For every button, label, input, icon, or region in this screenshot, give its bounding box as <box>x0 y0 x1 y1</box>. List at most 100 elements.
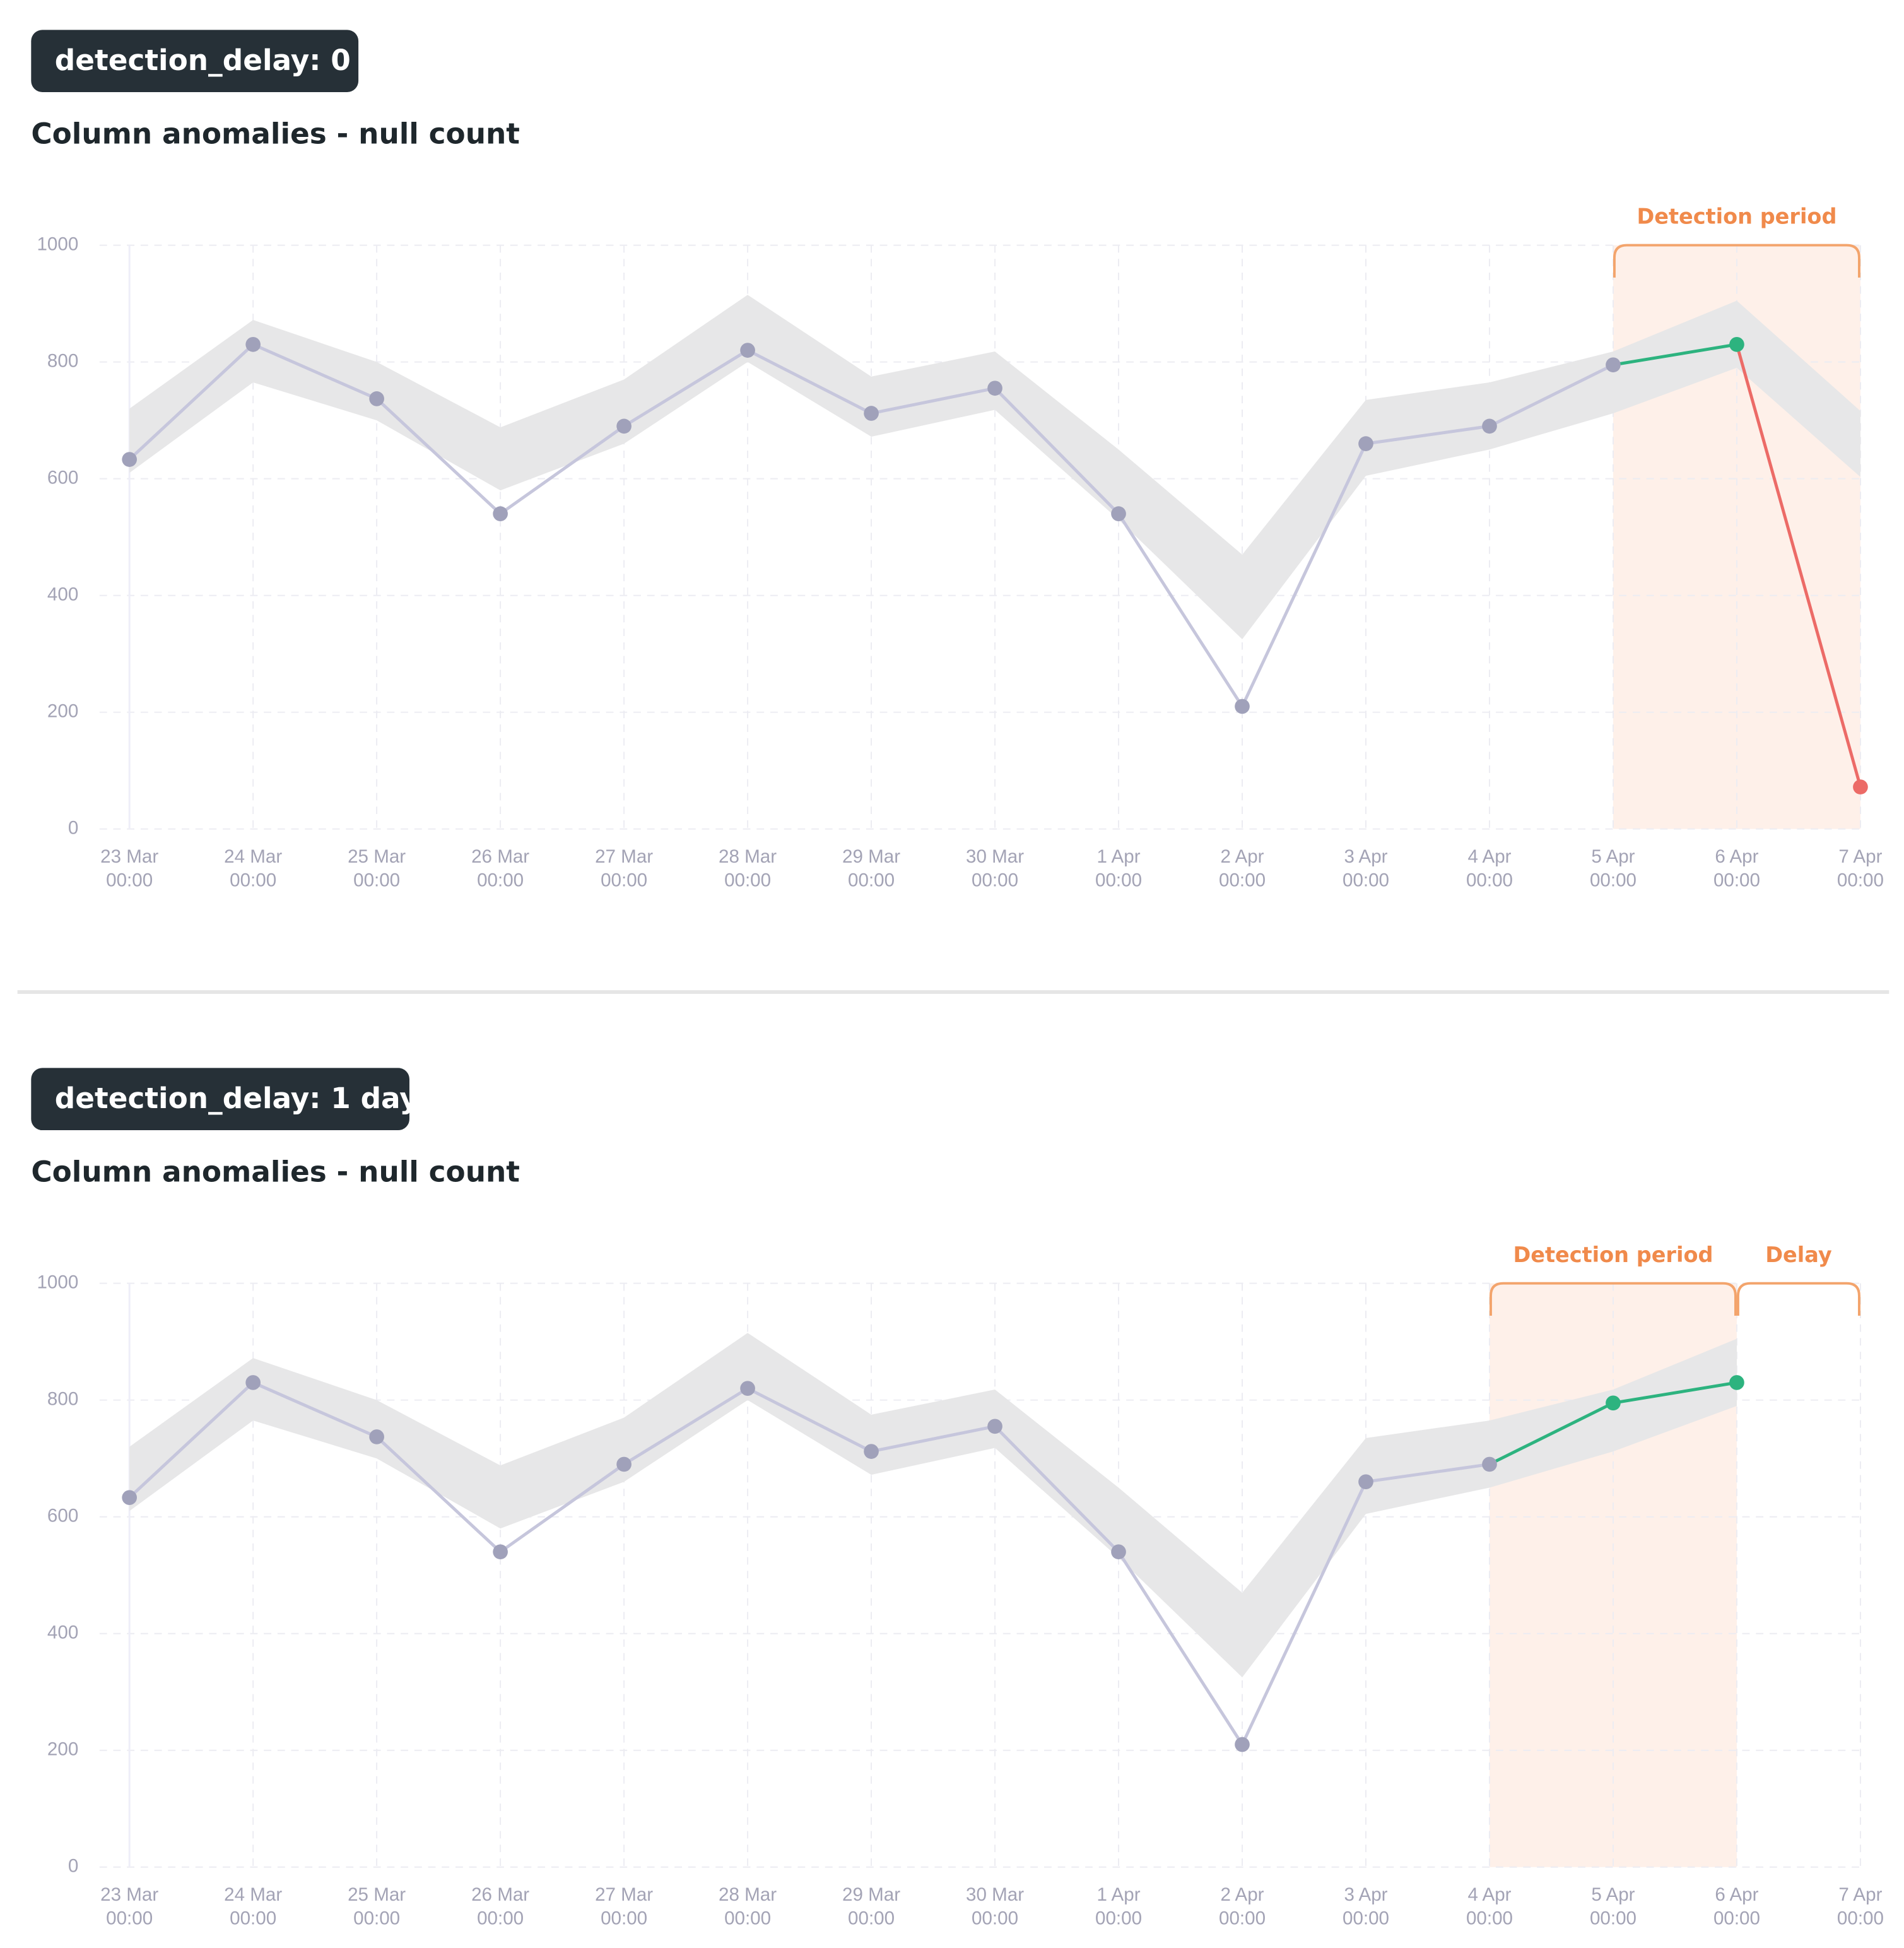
x-tick-date: 27 Mar <box>595 1884 653 1905</box>
data-point <box>1358 436 1373 451</box>
x-tick-label: 26 Mar 00:00 <box>471 846 529 890</box>
y-tick-label: 0 <box>68 818 78 839</box>
line-segment <box>1735 344 1862 788</box>
data-point <box>1729 1375 1744 1390</box>
period-label: Delay <box>1765 1243 1832 1267</box>
x-tick-time: 00:00 <box>1219 1908 1266 1928</box>
x-tick-label: 28 Mar 00:00 <box>719 846 777 890</box>
x-tick-time: 00:00 <box>1466 1908 1513 1928</box>
line-segment <box>375 398 502 515</box>
data-point <box>369 391 384 406</box>
line-segment <box>1117 512 1244 707</box>
line-segment <box>1613 343 1737 367</box>
x-tick-time: 00:00 <box>601 870 647 890</box>
x-tick-time: 00:00 <box>477 1908 524 1928</box>
line-segment <box>1240 443 1368 707</box>
data-point <box>122 1490 137 1506</box>
data-point <box>1111 506 1126 521</box>
x-tick-date: 7 Apr <box>1838 846 1882 867</box>
line-segment <box>1117 1550 1244 1745</box>
x-tick-label: 6 Apr 00:00 <box>1713 846 1760 890</box>
x-tick-date: 7 Apr <box>1838 1884 1882 1905</box>
x-tick-date: 29 Mar <box>842 846 900 867</box>
x-tick-date: 2 Apr <box>1220 846 1264 867</box>
badge <box>31 30 359 92</box>
x-tick-date: 5 Apr <box>1591 846 1635 867</box>
badge-text: detection_delay: 0 <box>55 44 351 77</box>
x-tick-time: 00:00 <box>848 870 895 890</box>
x-tick-time: 00:00 <box>106 1908 153 1928</box>
data-point <box>1235 1737 1250 1752</box>
x-tick-label: 27 Mar 00:00 <box>595 846 653 890</box>
x-tick-time: 00:00 <box>848 1908 895 1928</box>
x-tick-date: 30 Mar <box>966 846 1024 867</box>
x-tick-time: 00:00 <box>1343 870 1389 890</box>
x-tick-date: 6 Apr <box>1715 1884 1758 1905</box>
data-point <box>1853 779 1868 794</box>
data-point <box>245 337 261 352</box>
x-tick-time: 00:00 <box>477 870 524 890</box>
line-segment <box>1365 424 1490 446</box>
x-tick-time: 00:00 <box>1219 870 1266 890</box>
x-tick-date: 5 Apr <box>1591 1884 1635 1905</box>
x-tick-time: 00:00 <box>106 870 153 890</box>
data-point <box>616 418 632 434</box>
x-tick-time: 00:00 <box>1713 1908 1760 1928</box>
data-point <box>1482 1456 1497 1472</box>
data-point <box>740 1381 755 1396</box>
x-tick-label: 6 Apr 00:00 <box>1713 1884 1760 1928</box>
line-segment <box>623 349 749 428</box>
x-tick-time: 00:00 <box>1095 870 1142 890</box>
x-tick-time: 00:00 <box>353 870 400 890</box>
period-label: Detection period <box>1513 1243 1713 1267</box>
x-tick-time: 00:00 <box>230 1908 276 1928</box>
x-tick-time: 00:00 <box>1590 1908 1637 1928</box>
x-tick-label: 1 Apr 00:00 <box>1095 846 1142 890</box>
x-tick-time: 00:00 <box>1713 870 1760 890</box>
line-segment <box>252 1381 378 1439</box>
y-tick-label: 1000 <box>37 1272 78 1292</box>
line-segment <box>499 425 625 516</box>
x-tick-label: 25 Mar 00:00 <box>348 846 406 890</box>
x-tick-date: 30 Mar <box>966 1884 1024 1905</box>
x-tick-date: 28 Mar <box>719 1884 777 1905</box>
x-tick-time: 00:00 <box>1095 1908 1142 1928</box>
x-tick-label: 26 Mar 00:00 <box>471 1884 529 1928</box>
x-tick-date: 4 Apr <box>1467 846 1511 867</box>
data-point <box>1482 418 1497 434</box>
y-tick-label: 200 <box>47 1739 78 1760</box>
line-segment <box>1365 1463 1490 1484</box>
line-segment <box>128 343 254 461</box>
period-bracket <box>1736 1282 1860 1316</box>
data-point <box>864 406 879 421</box>
line-segment <box>871 1424 996 1453</box>
x-tick-label: 7 Apr 00:00 <box>1837 846 1884 890</box>
x-tick-date: 4 Apr <box>1467 1884 1511 1905</box>
x-tick-date: 24 Mar <box>224 1884 282 1905</box>
x-tick-time: 00:00 <box>972 1908 1018 1928</box>
data-point <box>987 1419 1002 1434</box>
x-tick-date: 6 Apr <box>1715 846 1758 867</box>
line-segment <box>1613 1381 1737 1405</box>
line-segment <box>1488 1402 1614 1466</box>
x-tick-date: 29 Mar <box>842 1884 900 1905</box>
x-tick-label: 5 Apr 00:00 <box>1590 1884 1637 1928</box>
x-tick-label: 29 Mar 00:00 <box>842 846 900 890</box>
data-point <box>1111 1544 1126 1560</box>
x-tick-time: 00:00 <box>1837 870 1884 890</box>
x-tick-date: 25 Mar <box>348 846 406 867</box>
x-tick-date: 1 Apr <box>1096 1884 1140 1905</box>
line-segment <box>746 1386 873 1453</box>
x-tick-date: 25 Mar <box>348 1884 406 1905</box>
y-tick-label: 600 <box>47 467 78 488</box>
x-tick-label: 2 Apr 00:00 <box>1219 846 1266 890</box>
x-tick-label: 24 Mar 00:00 <box>224 1884 282 1928</box>
x-tick-date: 23 Mar <box>100 1884 158 1905</box>
line-segment <box>746 348 873 415</box>
chart-title: Column anomalies - null count <box>31 1155 520 1189</box>
x-tick-date: 26 Mar <box>471 1884 529 1905</box>
line-segment <box>375 1436 502 1554</box>
x-tick-time: 00:00 <box>724 1908 771 1928</box>
